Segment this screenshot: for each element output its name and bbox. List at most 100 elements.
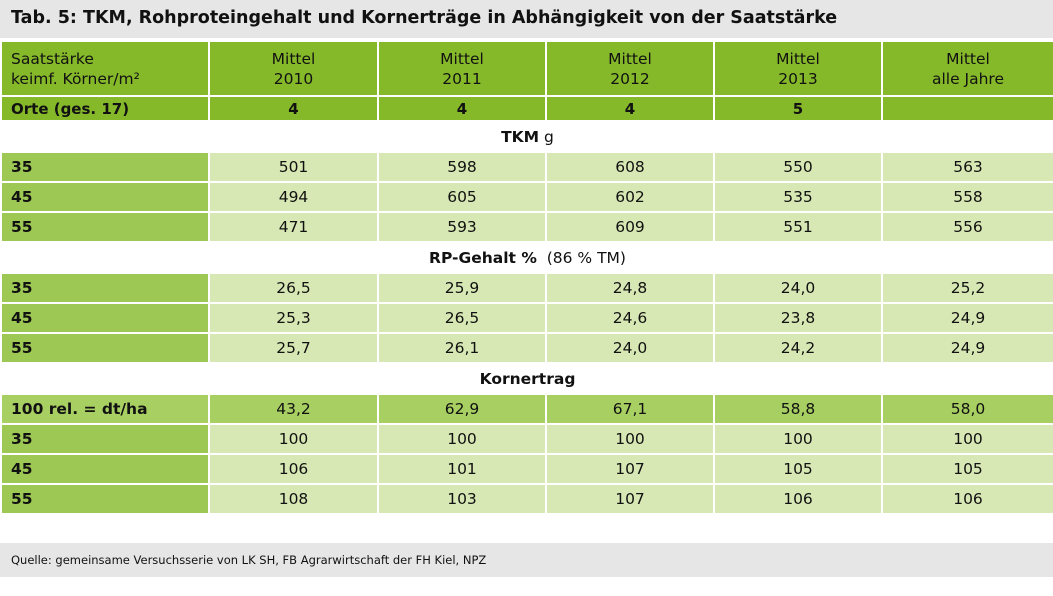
table-cell: 100	[545, 423, 715, 455]
table-cell: 107	[545, 453, 715, 485]
table-row: 45 494 605 602 535 558	[0, 181, 1053, 213]
table-cell: 608	[545, 151, 715, 183]
table-cell: 598	[377, 151, 547, 183]
table-cell: 24,0	[713, 272, 883, 304]
table-cell: 100	[208, 423, 379, 455]
header-label-line1: Saatstärke	[11, 49, 94, 68]
orte-row: Orte (ges. 17) 4 4 4 5	[0, 95, 1053, 122]
header-col-line1: Mittel	[608, 49, 652, 68]
header-col-line1: Mittel	[271, 49, 316, 68]
table-cell: 26,5	[208, 272, 379, 304]
source-note: Quelle: gemeinsame Versuchsserie von LK …	[11, 553, 487, 567]
table-cell: 23,8	[713, 302, 883, 334]
table-cell: 58,8	[713, 393, 883, 425]
table-row: 45 25,3 26,5 24,6 23,8 24,9	[0, 302, 1053, 334]
table-row: 55 108 103 107 106 106	[0, 483, 1053, 515]
row-label: 35	[0, 272, 210, 304]
section-title: Kornertrag	[0, 362, 1053, 395]
section-title-rest: (86 % TM)	[536, 248, 626, 267]
orte-cell	[881, 95, 1053, 122]
header-col-line1: Mittel	[946, 49, 990, 68]
table-row: 35 100 100 100 100 100	[0, 423, 1053, 455]
table-cell: 100	[713, 423, 883, 455]
row-label: 45	[0, 453, 210, 485]
header-col-line1: Mittel	[440, 49, 484, 68]
section-title-bold: Kornertrag	[479, 369, 576, 388]
table-row: 55 25,7 26,1 24,0 24,2 24,9	[0, 332, 1053, 364]
table-cell: 107	[545, 483, 715, 515]
row-label: 35	[0, 423, 210, 455]
table-cell: 609	[545, 211, 715, 243]
table-cell: 24,6	[545, 302, 715, 334]
table-cell: 593	[377, 211, 547, 243]
header-col-2012: Mittel 2012	[545, 40, 715, 97]
table-cell: 558	[881, 181, 1053, 213]
table-cell: 551	[713, 211, 883, 243]
orte-cell: 5	[713, 95, 883, 122]
section-title-rest: g	[539, 127, 554, 146]
header-row: Saatstärke keimf. Körner/m² Mittel 2010 M…	[0, 40, 1053, 97]
table-cell: 535	[713, 181, 883, 213]
table-cell: 550	[713, 151, 883, 183]
table-cell: 105	[881, 453, 1053, 485]
header-col-line2: 2013	[778, 69, 818, 88]
table-cell: 25,7	[208, 332, 379, 364]
table-cell: 556	[881, 211, 1053, 243]
table-row: 45 106 101 107 105 105	[0, 453, 1053, 485]
table-cell: 24,8	[545, 272, 715, 304]
table-cell: 494	[208, 181, 379, 213]
section-title: RP-Gehalt % (86 % TM)	[0, 241, 1053, 274]
table-cell: 471	[208, 211, 379, 243]
row-label: 35	[0, 151, 210, 183]
row-label: 45	[0, 302, 210, 334]
table-cell: 105	[713, 453, 883, 485]
table-cell: 501	[208, 151, 379, 183]
table-row: 35 26,5 25,9 24,8 24,0 25,2	[0, 272, 1053, 304]
table-cell: 24,0	[545, 332, 715, 364]
table-cell: 106	[713, 483, 883, 515]
row-label: 45	[0, 181, 210, 213]
table-row: 35 501 598 608 550 563	[0, 151, 1053, 183]
table-cell: 106	[208, 453, 379, 485]
header-col-2011: Mittel 2011	[377, 40, 547, 97]
header-col-line2: alle Jahre	[931, 69, 1005, 88]
table-title: Tab. 5: TKM, Rohproteingehalt und Korner…	[11, 8, 838, 28]
orte-cell: 4	[208, 95, 379, 122]
data-table: Saatstärke keimf. Körner/m² Mittel 2010 M…	[0, 40, 1053, 515]
section-title-bold: RP-Gehalt %	[429, 248, 537, 267]
table-cell: 25,9	[377, 272, 547, 304]
row-label: 100 rel. = dt/ha	[0, 393, 210, 425]
header-col-2010: Mittel 2010	[208, 40, 379, 97]
orte-label: Orte (ges. 17)	[0, 95, 210, 122]
table-cell: 100	[881, 423, 1053, 455]
table-cell: 101	[377, 453, 547, 485]
table-cell: 106	[881, 483, 1053, 515]
header-col-all-years: Mittel alle Jahre	[881, 40, 1053, 97]
table-cell: 26,5	[377, 302, 547, 334]
header-label-cell: Saatstärke keimf. Körner/m²	[0, 40, 210, 97]
table-title-bar: Tab. 5: TKM, Rohproteingehalt und Korner…	[0, 0, 1053, 40]
orte-cell: 4	[545, 95, 715, 122]
table-cell: 25,3	[208, 302, 379, 334]
section-heading-kornertrag: Kornertrag	[0, 362, 1053, 395]
table-cell: 25,2	[881, 272, 1053, 304]
orte-cell: 4	[377, 95, 547, 122]
table-cell: 605	[377, 181, 547, 213]
header-col-line2: 2011	[442, 69, 482, 88]
header-label-line2: keimf. Körner/m²	[11, 69, 140, 88]
section-heading-rp: RP-Gehalt % (86 % TM)	[0, 241, 1053, 274]
table-cell: 103	[377, 483, 547, 515]
row-label: 55	[0, 332, 210, 364]
table-cell: 602	[545, 181, 715, 213]
table-cell: 43,2	[208, 393, 379, 425]
table-cell: 24,2	[713, 332, 883, 364]
table-cell: 67,1	[545, 393, 715, 425]
table-cell: 24,9	[881, 332, 1053, 364]
source-bar: Quelle: gemeinsame Versuchsserie von LK …	[0, 543, 1053, 577]
row-label: 55	[0, 211, 210, 243]
header-col-2013: Mittel 2013	[713, 40, 883, 97]
header-col-line1: Mittel	[776, 49, 820, 68]
table-cell: 62,9	[377, 393, 547, 425]
table-cell: 58,0	[881, 393, 1053, 425]
